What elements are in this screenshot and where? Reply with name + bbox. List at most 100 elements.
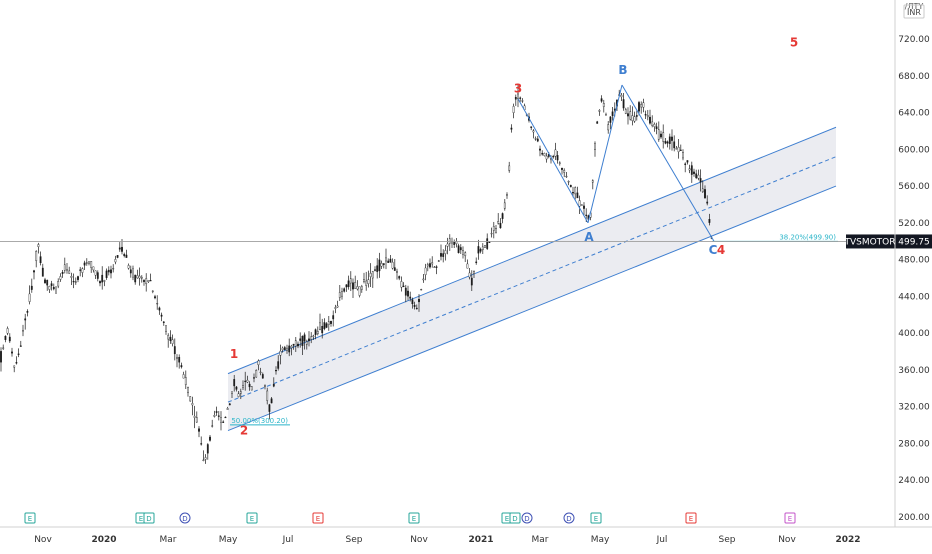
trend-channel[interactable]: [227, 126, 837, 432]
abc-trendline[interactable]: [587, 84, 623, 223]
candle: [398, 275, 401, 281]
candle: [92, 266, 95, 273]
candle: [136, 269, 139, 279]
earnings-marker[interactable]: E: [590, 512, 602, 524]
earnings-marker[interactable]: E: [784, 512, 796, 524]
candle: [248, 381, 251, 391]
y-tick-label: 440.00: [898, 292, 930, 302]
wave-label: B: [618, 63, 627, 77]
candle: [151, 290, 154, 294]
candle: [103, 279, 106, 287]
candle: [356, 280, 359, 291]
candle: [231, 391, 233, 399]
candle: [99, 280, 101, 287]
candle: [204, 454, 207, 464]
candle: [600, 95, 603, 103]
dividend-marker[interactable]: D: [143, 512, 155, 524]
candle: [81, 267, 84, 278]
candle: [314, 328, 317, 340]
candle: [690, 161, 693, 183]
candle: [173, 338, 176, 361]
candle: [272, 377, 275, 388]
candle: [660, 130, 662, 139]
candle: [420, 288, 423, 291]
candle: [77, 275, 79, 283]
earnings-marker[interactable]: E: [408, 512, 420, 524]
candle: [558, 161, 561, 166]
dividend-marker[interactable]: D: [563, 512, 575, 524]
candle: [682, 149, 684, 161]
channel-lower-line[interactable]: [227, 185, 837, 432]
candle: [198, 426, 200, 438]
candle: [202, 450, 205, 462]
candle: [283, 345, 286, 351]
channel-upper-line[interactable]: [227, 126, 837, 375]
dividend-marker[interactable]: D: [521, 512, 533, 524]
candle: [536, 135, 539, 143]
dividend-marker[interactable]: D: [179, 512, 191, 524]
earnings-marker[interactable]: E: [312, 512, 324, 524]
candle: [244, 371, 247, 391]
price-axis[interactable]: 720.00 680.00 640.00 600.00 560.00 520.00 480.…: [894, 0, 930, 527]
candle: [57, 278, 60, 289]
wave-label: C: [709, 243, 718, 257]
candle: [389, 255, 392, 263]
candle: [44, 277, 46, 284]
abc-trendline[interactable]: [621, 84, 715, 242]
candle: [213, 410, 216, 418]
candle: [6, 326, 9, 336]
candle: [327, 315, 330, 331]
abc-trendlines[interactable]: [517, 84, 715, 242]
candle: [653, 122, 656, 132]
candle: [400, 276, 403, 292]
candle: [297, 341, 299, 349]
candle: [39, 251, 42, 266]
candle: [418, 294, 420, 312]
candle: [569, 184, 572, 188]
wave-label: 5: [790, 35, 798, 49]
time-axis[interactable]: Nov 2020 Mar May Jul Sep Nov 2021 Mar May Jul Sep No…: [0, 526, 932, 545]
candle: [607, 121, 610, 134]
abc-trendline[interactable]: [517, 98, 589, 224]
candle: [442, 249, 445, 263]
candle: [158, 306, 161, 315]
candle: [495, 224, 497, 234]
candle: [695, 169, 698, 180]
currency-badge-box: [903, 4, 925, 19]
y-tick-label: 560.00: [898, 182, 930, 192]
candle: [435, 265, 438, 275]
earnings-marker[interactable]: E: [246, 512, 258, 524]
candle: [325, 322, 328, 329]
earnings-marker[interactable]: E: [24, 512, 36, 524]
candle: [554, 142, 557, 160]
candle: [37, 242, 40, 254]
candle: [336, 300, 339, 308]
candle: [697, 169, 700, 181]
candle: [59, 273, 62, 282]
candle: [534, 136, 537, 141]
dividend-marker[interactable]: D: [509, 512, 521, 524]
candle: [110, 265, 112, 279]
candle: [451, 237, 453, 249]
currency-badge[interactable]: /ЛТҮ INR: [903, 2, 925, 19]
wave-label: 3: [514, 81, 522, 95]
candle: [246, 375, 249, 384]
candle: [479, 247, 482, 254]
candle: [48, 285, 51, 294]
candle: [162, 321, 165, 326]
candle: [706, 195, 709, 206]
candle: [402, 282, 405, 288]
candle: [294, 336, 297, 352]
earnings-marker[interactable]: E: [685, 512, 697, 524]
candle: [28, 285, 31, 305]
candle: [237, 391, 240, 398]
y-tick-label: 600.00: [898, 145, 930, 155]
channel-mid-line[interactable]: [227, 156, 837, 403]
y-tick-label: 720.00: [898, 35, 930, 45]
candle: [149, 273, 152, 282]
candle: [704, 185, 706, 199]
candle: [369, 263, 372, 287]
